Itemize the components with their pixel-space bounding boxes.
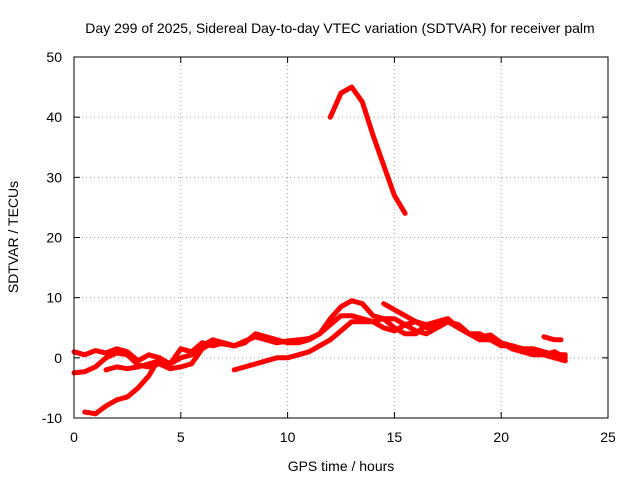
series-line-track-6 xyxy=(231,316,451,373)
y-tick-label: 50 xyxy=(46,49,62,65)
y-tick-label: 40 xyxy=(46,109,62,125)
series-line-track-3 xyxy=(82,355,162,417)
series-line-track-7 xyxy=(381,301,568,361)
x-axis-title: GPS time / hours xyxy=(288,458,395,474)
x-tick-label: 10 xyxy=(280,429,296,445)
series-line-track-9 xyxy=(327,84,408,216)
x-tick-label: 20 xyxy=(493,429,509,445)
chart-title: Day 299 of 2025, Sidereal Day-to-day VTE… xyxy=(85,20,594,36)
series-line-track-4 xyxy=(103,313,568,373)
plot-series xyxy=(71,84,568,417)
series-line-track-5 xyxy=(199,298,568,364)
x-tick-label: 25 xyxy=(600,429,616,445)
series-line-track-8 xyxy=(541,334,564,343)
y-tick-label: 0 xyxy=(54,350,62,366)
y-axis-title: SDTVAR / TECUs xyxy=(5,181,21,293)
x-tick-label: 0 xyxy=(70,429,78,445)
axis-ticks: 0 5 10 15 20 25 -10 0 10 20 30 40 50 xyxy=(42,49,616,445)
x-tick-label: 15 xyxy=(387,429,403,445)
y-tick-label: 10 xyxy=(46,290,62,306)
y-tick-label: -10 xyxy=(42,410,62,426)
y-tick-label: 20 xyxy=(46,230,62,246)
x-tick-label: 5 xyxy=(177,429,185,445)
y-tick-label: 30 xyxy=(46,169,62,185)
